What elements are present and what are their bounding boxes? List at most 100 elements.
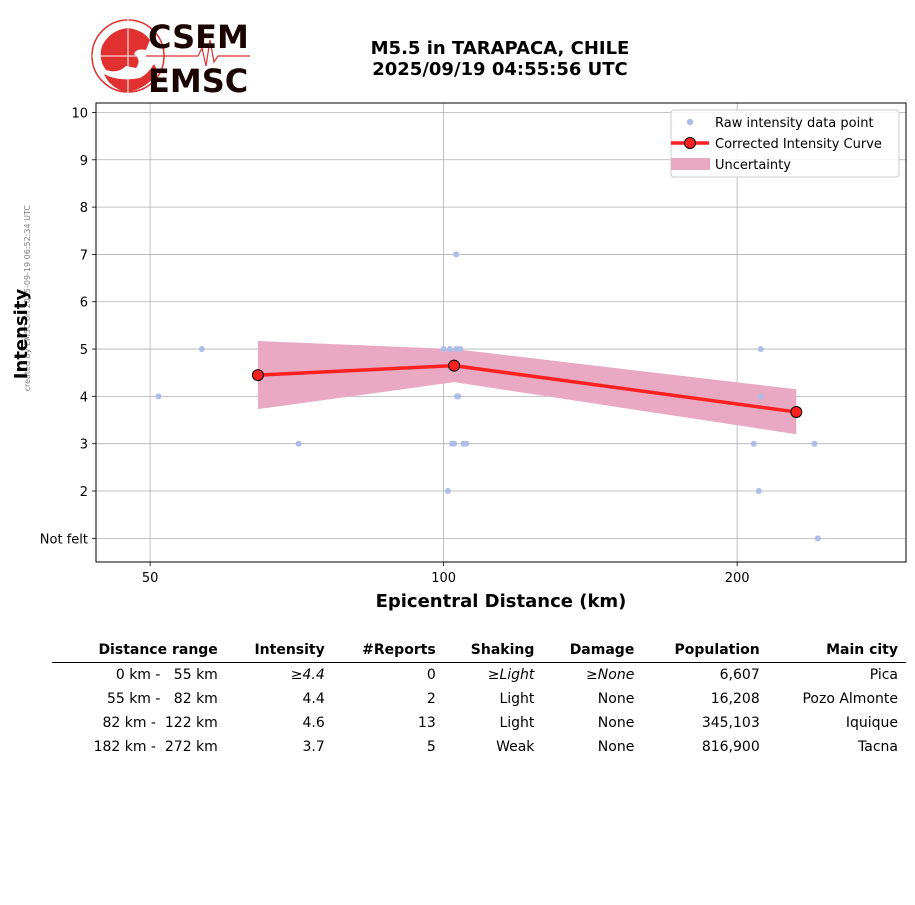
raw-data-point — [755, 488, 762, 495]
curve-marker — [790, 405, 803, 418]
x-tick-label: 200 — [725, 571, 750, 586]
cell-intensity: 3.7 — [302, 739, 325, 755]
y-tick-label: 5 — [80, 343, 88, 358]
x-axis-label: Epicentral Distance (km) — [376, 591, 627, 612]
table-row: 0 km - 55 km ≥4.4 0 ≥Light ≥None 6,607 P… — [52, 663, 906, 688]
header-main-city: Main city — [826, 642, 898, 658]
cell-shaking: Light — [499, 715, 535, 731]
y-tick-label: 8 — [80, 201, 88, 216]
europe-map-shape — [100, 28, 150, 72]
cell-intensity: 4.4 — [302, 691, 325, 707]
cell-population: 816,900 — [701, 739, 760, 755]
cell-distance: 82 km - 122 km — [102, 715, 218, 731]
cell-damage: ≥None — [586, 667, 635, 683]
credit-text: created by EMSC on 2025-09-19 06:52:34 U… — [23, 205, 32, 391]
intensity-table: Distance range Intensity #Reports Shakin… — [52, 640, 906, 759]
table-row: 55 km - 82 km 4.4 2 Light None 16,208 Po… — [52, 687, 906, 711]
cell-reports: 5 — [426, 739, 436, 755]
axis-ticks: Not felt 2 3 4 5 6 7 8 9 10 50 100 200 — [40, 106, 750, 586]
cell-damage: None — [597, 715, 635, 731]
cell-shaking: ≥Light — [487, 667, 535, 683]
raw-data-point — [198, 346, 205, 353]
curve-marker — [251, 369, 264, 382]
y-axis-label: Intensity — [11, 289, 32, 380]
cell-population: 16,208 — [710, 691, 760, 707]
legend-curve-marker — [684, 137, 696, 149]
raw-data-point — [155, 393, 162, 400]
legend-uncertainty-label: Uncertainty — [715, 158, 791, 173]
header-intensity: Intensity — [254, 642, 325, 658]
cell-main-city: Iquique — [845, 715, 898, 731]
uncertainty-band — [257, 341, 797, 435]
y-tick-label: 3 — [80, 438, 88, 453]
x-tick-label: 50 — [142, 571, 159, 586]
raw-data-point — [453, 251, 460, 258]
seismogram-line — [146, 39, 250, 67]
africa-map-shape — [104, 64, 158, 92]
chart-title: M5.5 in TARAPACA, CHILE 2025/09/19 04:55… — [300, 38, 700, 80]
uncertainty-band-layer — [257, 341, 797, 435]
cell-population: 6,607 — [719, 667, 760, 683]
curve-layer — [251, 359, 803, 418]
curve-marker — [448, 359, 461, 372]
cell-damage: None — [597, 739, 635, 755]
cell-shaking: Light — [499, 691, 535, 707]
header-shaking: Shaking — [470, 642, 535, 658]
title-line-1: M5.5 in TARAPACA, CHILE — [370, 38, 630, 59]
cell-population: 345,103 — [701, 715, 760, 731]
raw-data-point — [451, 440, 458, 447]
cell-reports: 13 — [417, 715, 436, 731]
raw-data-point — [444, 488, 451, 495]
raw-data-point — [457, 346, 464, 353]
cell-intensity: ≥4.4 — [290, 667, 325, 683]
cell-main-city: Pica — [869, 667, 898, 683]
raw-data-point — [811, 440, 818, 447]
table-header-row: Distance range Intensity #Reports Shakin… — [52, 640, 906, 663]
header-population: Population — [674, 642, 760, 658]
table-row: 82 km - 122 km 4.6 13 Light None 345,103… — [52, 711, 906, 735]
header-damage: Damage — [569, 642, 635, 658]
raw-data-point — [446, 346, 453, 353]
cell-main-city: Pozo Almonte — [802, 691, 898, 707]
y-tick-label: 6 — [80, 296, 88, 311]
cell-distance: 182 km - 272 km — [93, 739, 218, 755]
y-tick-label: 2 — [80, 485, 88, 500]
y-tick-label: Not felt — [40, 532, 88, 547]
raw-data-point — [463, 440, 470, 447]
table-row: 182 km - 272 km 3.7 5 Weak None 816,900 … — [52, 735, 906, 759]
title-line-2: 2025/09/19 04:55:56 UTC — [372, 59, 628, 80]
cell-intensity: 4.6 — [302, 715, 325, 731]
raw-data-point — [750, 440, 757, 447]
cell-main-city: Tacna — [858, 739, 898, 755]
y-tick-label: 10 — [71, 106, 88, 121]
raw-data-point — [455, 393, 462, 400]
legend-raw-label: Raw intensity data point — [715, 116, 874, 131]
y-tick-label: 9 — [80, 154, 88, 169]
cell-damage: None — [597, 691, 635, 707]
logo-text-csem: CSEM — [148, 18, 249, 56]
credit-label: created by EMSC on 2025-09-19 06:52:34 U… — [23, 205, 32, 391]
intensity-chart: Not felt 2 3 4 5 6 7 8 9 10 50 100 200 Epicentral Di… — [11, 102, 907, 612]
raw-data-point — [295, 440, 302, 447]
cell-distance: 0 km - 55 km — [115, 667, 218, 683]
y-tick-label: 7 — [80, 248, 88, 263]
cell-reports: 0 — [426, 667, 436, 683]
cell-shaking: Weak — [496, 739, 535, 755]
y-tick-label: 4 — [80, 390, 88, 405]
cell-reports: 2 — [426, 691, 436, 707]
logo-text-emsc: EMSC — [148, 62, 248, 98]
legend-raw-marker — [686, 118, 694, 126]
csem-emsc-logo: CSEM EMSC — [91, 18, 250, 98]
cell-distance: 55 km - 82 km — [106, 691, 218, 707]
raw-data-point — [440, 346, 447, 353]
raw-data-point — [814, 535, 821, 542]
raw-points-layer — [155, 251, 821, 542]
raw-data-point — [757, 346, 764, 353]
legend-uncertainty-swatch — [671, 158, 710, 170]
header-reports: #Reports — [362, 642, 436, 658]
legend: Raw intensity data point Corrected Inten… — [670, 109, 900, 178]
raw-data-point — [757, 393, 764, 400]
header-distance: Distance range — [98, 642, 218, 658]
x-tick-label: 100 — [431, 571, 456, 586]
legend-curve-label: Corrected Intensity Curve — [715, 137, 882, 152]
